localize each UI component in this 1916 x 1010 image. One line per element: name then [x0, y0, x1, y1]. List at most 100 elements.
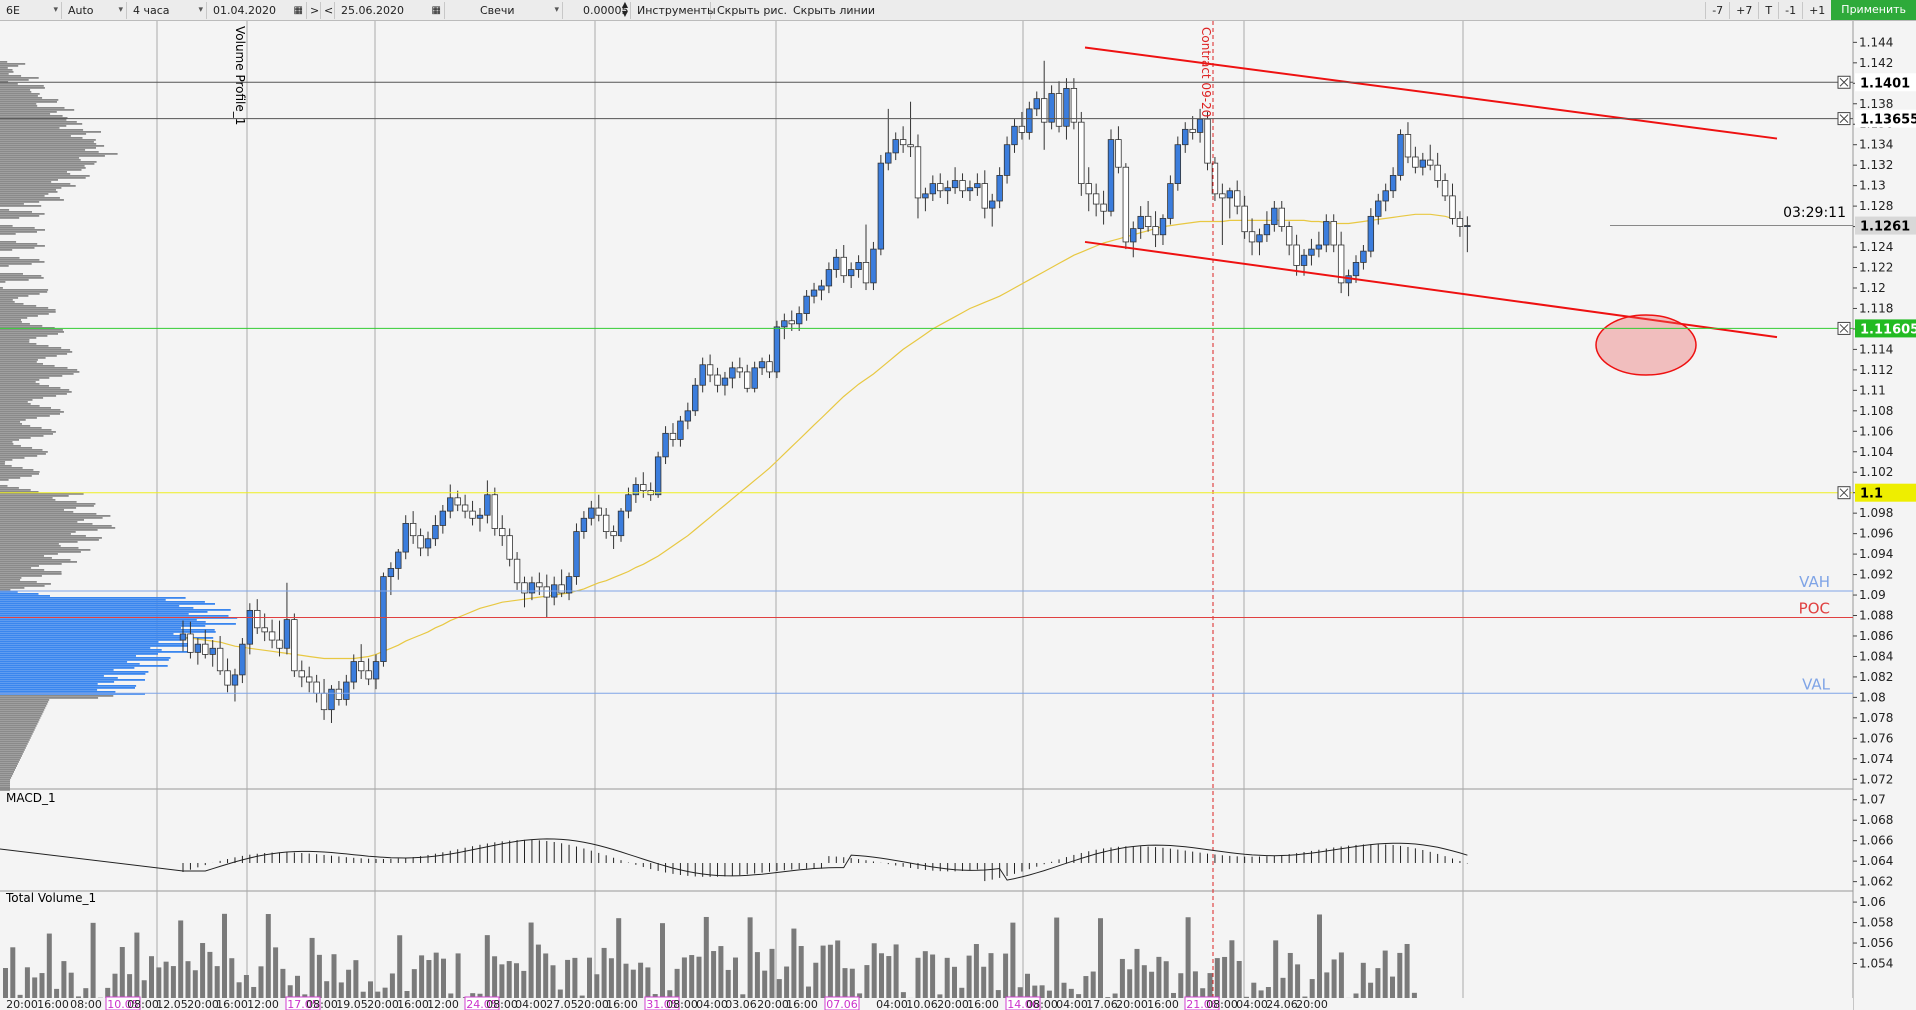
- candle-body: [736, 367, 743, 373]
- volume-bar: [601, 947, 607, 1008]
- profile-bar: [0, 367, 68, 369]
- nav-next-button[interactable]: >: [307, 1, 321, 19]
- profile-bar: [0, 569, 45, 571]
- profile-bar: [0, 661, 128, 663]
- candle: [744, 364, 751, 393]
- scale-mode-select[interactable]: Auto: [62, 1, 127, 19]
- profile-bar: [0, 335, 48, 337]
- zoom-minus1-button[interactable]: -1: [1778, 1, 1802, 19]
- candle: [721, 371, 729, 396]
- stepper-icon[interactable]: ▲ ▼: [621, 0, 628, 18]
- candle-body: [914, 146, 922, 199]
- tools-button[interactable]: Инструменты: [631, 1, 716, 19]
- volume-bar: [608, 958, 614, 1008]
- symbol-select[interactable]: 6E: [0, 1, 62, 19]
- candle-body: [513, 558, 521, 584]
- profile-bar: [0, 195, 45, 197]
- profile-bar: [0, 433, 53, 435]
- candle: [521, 576, 528, 608]
- profile-bar: [0, 631, 216, 633]
- profile-bar: [0, 273, 23, 275]
- candle-body: [387, 568, 395, 578]
- time-tick-label: 20:00: [577, 998, 609, 1010]
- time-tick-label: 14.06: [1007, 998, 1039, 1010]
- candle: [283, 582, 291, 655]
- profile-bar: [0, 649, 162, 651]
- volume-bar: [1222, 956, 1228, 1008]
- calendar-icon[interactable]: ▦: [431, 4, 441, 16]
- zoom-plus7-button[interactable]: +7: [1729, 1, 1758, 19]
- date-to-field[interactable]: 25.06.2020 ▦: [335, 1, 445, 19]
- profile-bar: [0, 711, 44, 713]
- profile-bar: [0, 547, 79, 549]
- profile-bar: [0, 299, 13, 301]
- profile-bar: [0, 577, 22, 579]
- zoom-minus7-button[interactable]: -7: [1705, 1, 1729, 19]
- calendar-icon[interactable]: ▦: [293, 4, 303, 16]
- profile-bar: [0, 545, 61, 547]
- volume-bar: [1134, 948, 1140, 1008]
- profile-bar: [0, 563, 62, 565]
- profile-bar: [0, 689, 98, 691]
- profile-bar: [0, 167, 86, 169]
- candle: [350, 654, 357, 690]
- candle: [1382, 183, 1389, 212]
- candle-body: [1241, 205, 1248, 233]
- candle-body: [989, 200, 996, 209]
- profile-bar: [0, 305, 37, 307]
- candle: [1263, 211, 1271, 242]
- candle: [506, 528, 513, 567]
- candle: [862, 224, 870, 291]
- candle: [1271, 200, 1278, 232]
- profile-bar: [0, 777, 12, 779]
- candle-body: [194, 643, 202, 653]
- profile-bar: [0, 475, 32, 477]
- candle: [313, 674, 320, 703]
- profile-bar: [0, 383, 40, 385]
- candle: [625, 487, 632, 519]
- profile-bar: [0, 703, 48, 705]
- profile-bar: [0, 603, 215, 605]
- hide-lines-button[interactable]: Скрыть линии: [787, 2, 881, 19]
- time-tick-label: 16:00: [37, 998, 69, 1010]
- volume-bar: [1368, 982, 1374, 1008]
- candle-body: [1189, 128, 1196, 133]
- date-from-field[interactable]: 01.04.2020 ▦: [207, 1, 307, 19]
- candle-body: [1330, 221, 1337, 246]
- tick-size-field[interactable]: 0.00005 ▲ ▼: [563, 0, 631, 19]
- volume-bar: [806, 986, 811, 1008]
- profile-bar: [0, 585, 45, 587]
- candle: [239, 638, 246, 684]
- candle: [766, 354, 773, 379]
- candle-body: [751, 367, 758, 389]
- profile-bar: [0, 749, 25, 751]
- candle-body: [684, 410, 692, 422]
- apply-button[interactable]: Применить: [1831, 0, 1916, 20]
- candle-body: [706, 364, 714, 376]
- candle-body: [833, 256, 840, 270]
- hide-drawings-button[interactable]: Скрыть рис.: [711, 2, 787, 19]
- volume-bar: [514, 963, 519, 1008]
- candle-body: [662, 432, 669, 458]
- candle-body: [810, 289, 818, 297]
- candle-body: [231, 674, 239, 686]
- zoom-t-button[interactable]: T: [1758, 1, 1778, 19]
- time-tick-label: 04:00: [515, 998, 547, 1010]
- profile-bar: [0, 129, 84, 131]
- current-price-tag: [1855, 216, 1916, 235]
- candle-body: [1352, 262, 1360, 277]
- candle: [795, 306, 803, 331]
- candle-body: [224, 670, 231, 686]
- candle-body: [944, 187, 951, 192]
- timeframe-select[interactable]: 4 часа: [127, 1, 207, 19]
- candle: [692, 378, 699, 416]
- chart-type-select[interactable]: Свечи: [445, 1, 563, 19]
- time-tick-label: 10.05: [107, 998, 139, 1010]
- profile-bar: [0, 743, 28, 745]
- candle-body: [1174, 144, 1182, 184]
- price-level-tag: [1855, 109, 1916, 128]
- chart-area[interactable]: 1.1441.1421.141.1381.1361.1341.1321.131.…: [0, 21, 1916, 1010]
- nav-prev-button[interactable]: <: [321, 1, 335, 19]
- candle-body: [899, 139, 907, 146]
- zoom-plus1-button[interactable]: +1: [1802, 1, 1831, 19]
